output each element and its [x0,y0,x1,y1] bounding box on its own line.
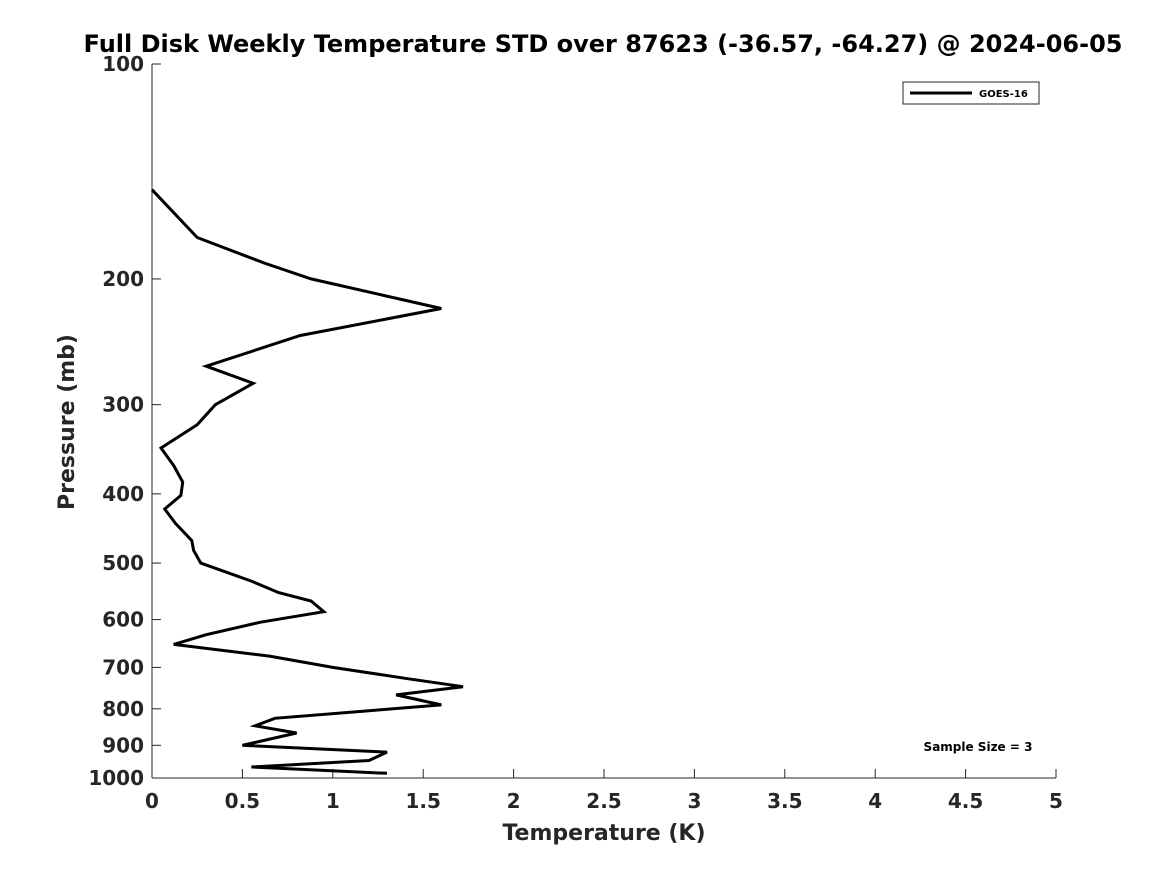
x-tick-label: 1 [326,789,340,813]
x-tick-label: 4 [868,789,882,813]
y-tick-label: 500 [102,551,144,575]
series-line-goes-16 [150,188,464,775]
y-tick-label: 800 [102,697,144,721]
x-tick-label: 0 [145,789,159,813]
y-axis-label: Pressure (mb) [55,334,80,510]
x-tick-label: 0.5 [225,789,260,813]
x-tick-label: 4.5 [948,789,983,813]
chart-title: Full Disk Weekly Temperature STD over 87… [84,30,1123,58]
y-tick-label: 600 [102,608,144,632]
y-tick-label: 100 [102,52,144,76]
y-tick-label: 900 [102,733,144,757]
x-tick-label: 3.5 [767,789,802,813]
x-tick-label: 1.5 [405,789,440,813]
x-tick-label: 2.5 [586,789,621,813]
y-tick-label: 300 [102,393,144,417]
x-tick-label: 2 [507,789,521,813]
y-tick-label: 1000 [88,766,144,790]
sample-size-annotation: Sample Size = 3 [924,740,1033,754]
axes: 0 0.5 1 1.5 2 2.5 3 3.5 4 4.5 5 100 200 300 400 500 600 7… [88,52,1063,813]
series-layer [150,188,464,775]
x-tick-label: 5 [1049,789,1063,813]
y-tick-label: 700 [102,655,144,679]
legend-label: GOES-16 [979,89,1028,100]
y-tick-label: 400 [102,482,144,506]
x-tick-label: 3 [687,789,701,813]
x-axis-label: Temperature (K) [502,821,705,846]
y-tick-label: 200 [102,267,144,291]
legend: GOES-16 [902,81,1040,105]
